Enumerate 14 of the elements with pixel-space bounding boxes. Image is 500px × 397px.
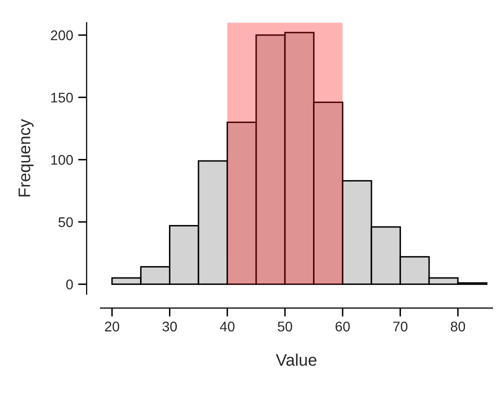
y-tick-label: 200	[50, 30, 73, 40]
y-axis-title: Frequency	[18, 119, 34, 196]
x-tick-label: 40	[220, 322, 235, 332]
x-tick-label: 70	[393, 322, 408, 332]
x-tick-label: 20	[105, 322, 120, 332]
y-tick-label: 50	[58, 217, 73, 228]
x-axis-title: Value	[276, 354, 316, 366]
y-tick-label: 150	[51, 92, 73, 103]
x-tick-label: 30	[162, 322, 177, 332]
y-tick-label: 0	[66, 280, 73, 290]
x-tick-label: 50	[278, 322, 292, 332]
x-tick-label: 60	[336, 322, 350, 332]
y-tick-label: 100	[51, 154, 73, 165]
x-tick-label: 80	[450, 322, 466, 332]
